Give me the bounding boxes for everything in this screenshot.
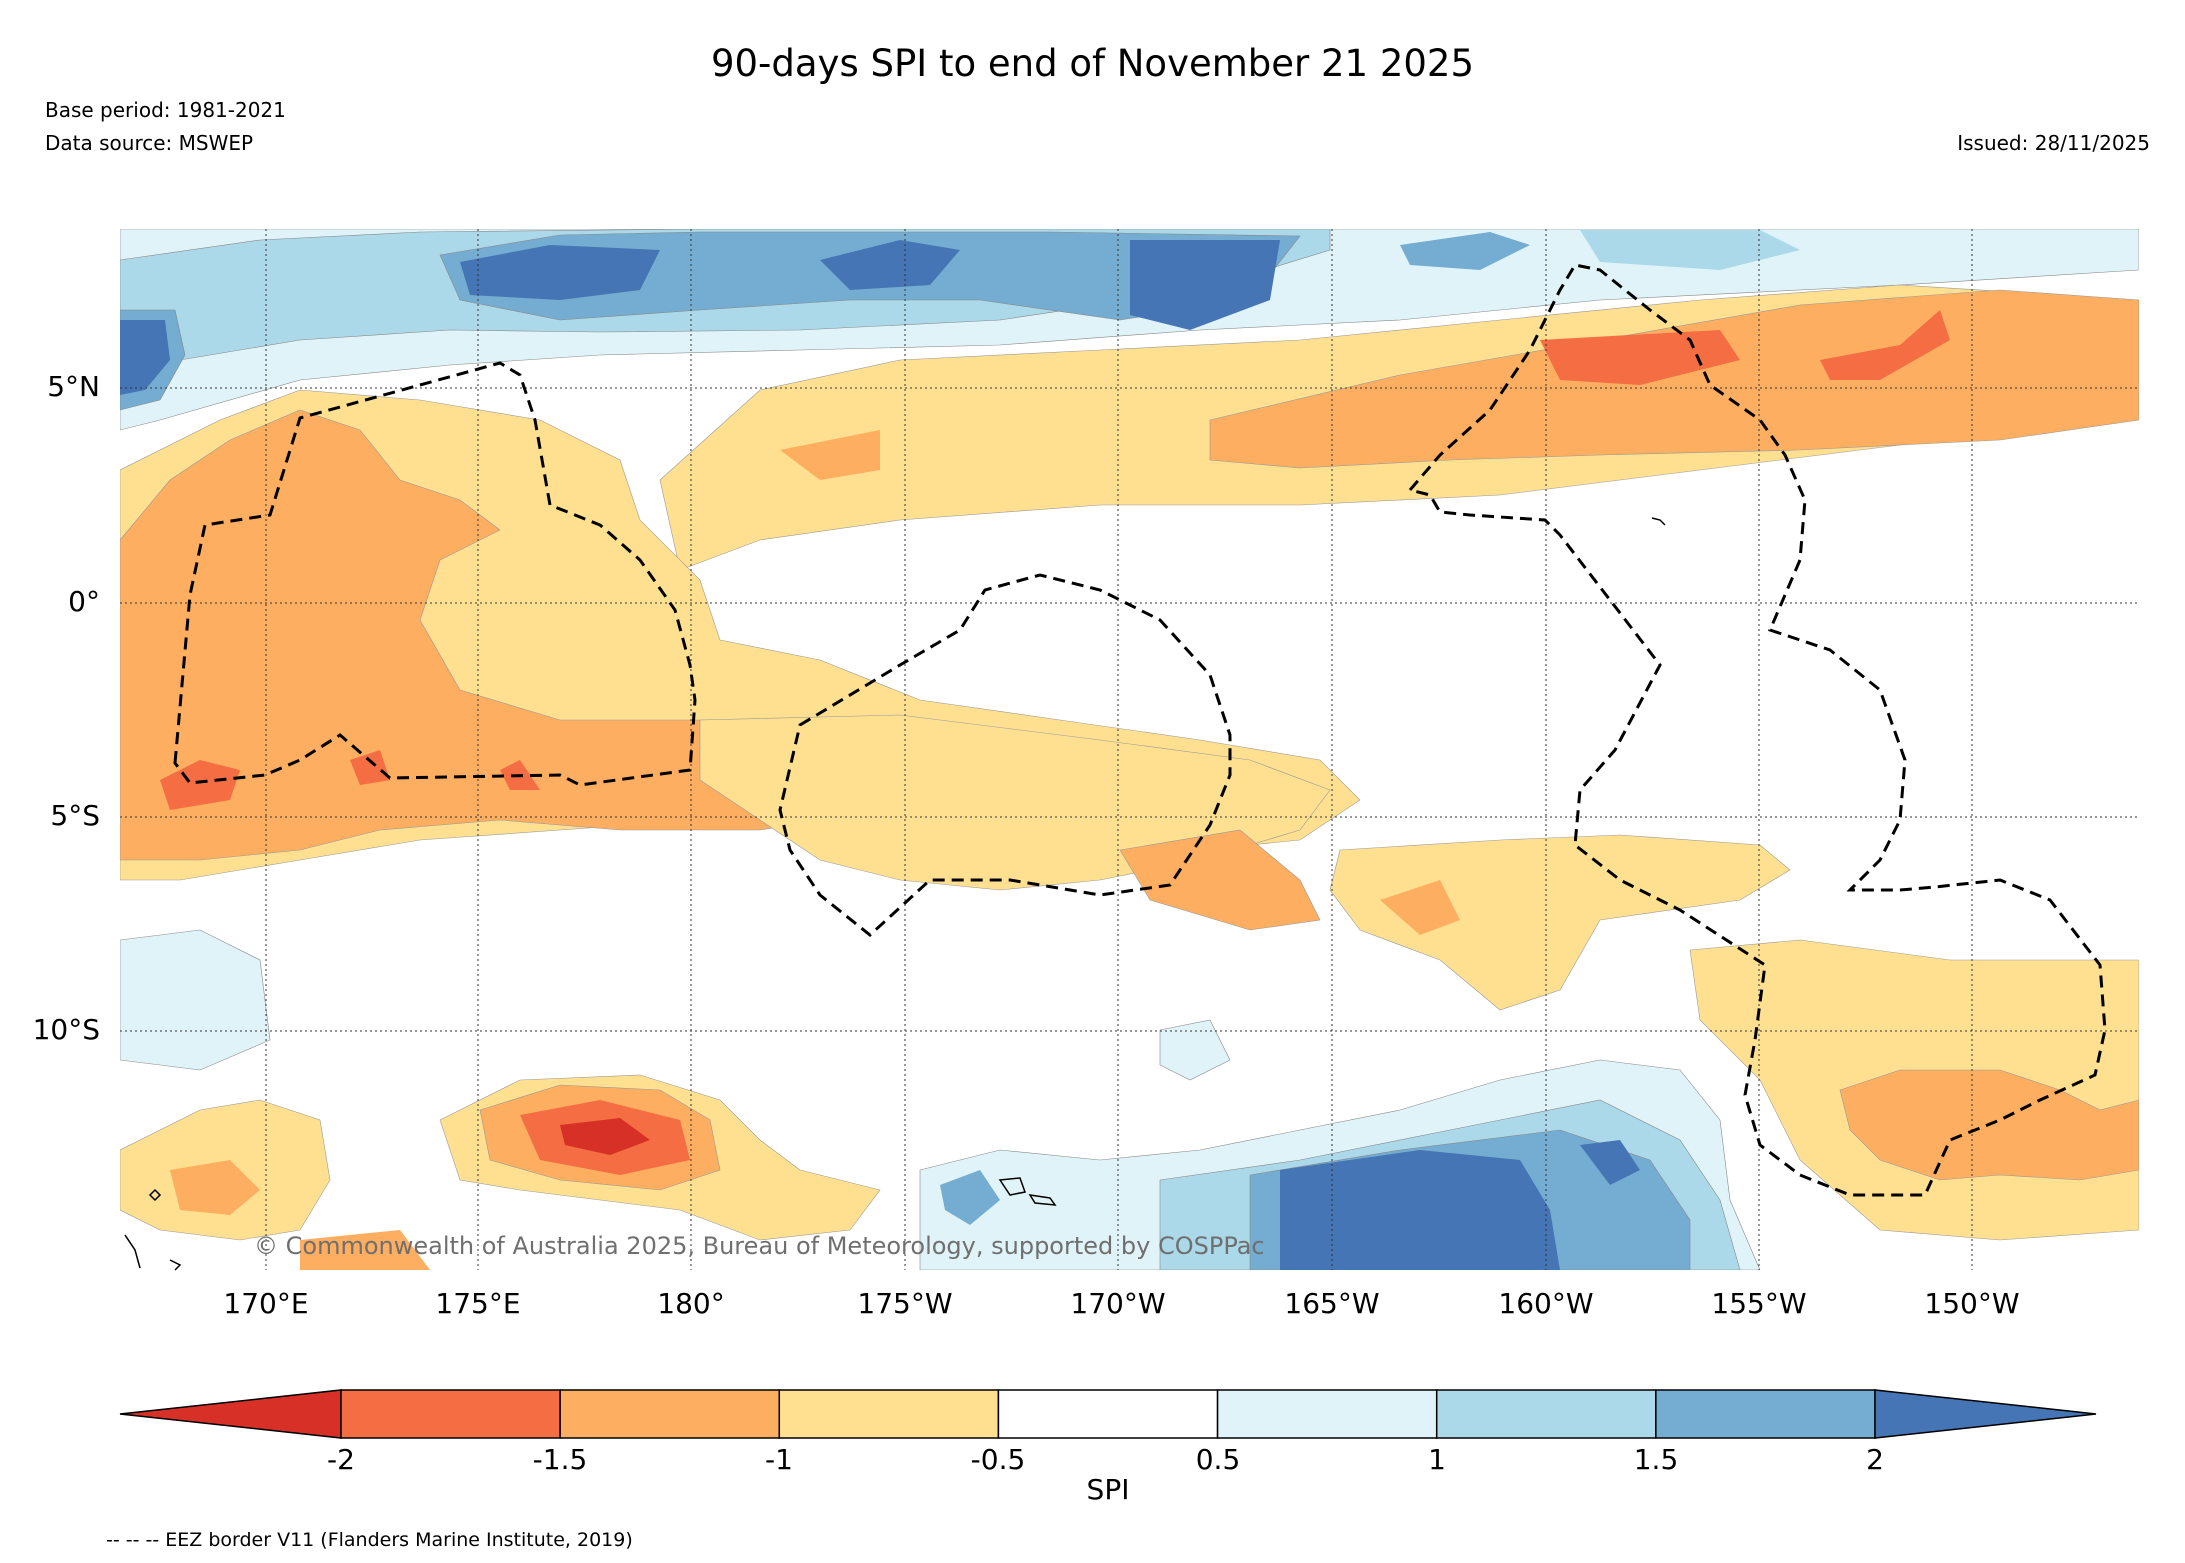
map-title: 90-days SPI to end of November 21 2025 [710,42,1475,85]
copyright-notice: © Commonwealth of Australia 2025, Bureau… [254,1232,1265,1260]
colorbar-label-2: 2 [1866,1443,1884,1476]
colorbar-segment [340,1389,561,1439]
spi-contours [120,229,2139,1270]
colorbar-title: SPI [1086,1473,1130,1506]
colorbar-segment [1216,1389,1438,1439]
lon-label-160w: 160°W [1498,1287,1594,1320]
spi-colorbar [119,1389,2097,1439]
lon-label-175w: 175°W [857,1287,953,1320]
lon-label-170e: 170°E [223,1287,309,1320]
colorbar-label-0-5: 0.5 [1195,1443,1241,1476]
eez-borders [173,263,2107,1197]
colorbar-label-neg0-5: -0.5 [970,1443,1026,1476]
colorbar-segment [1435,1389,1657,1439]
colorbar-segment [997,1389,1219,1439]
base-period: Base period: 1981-2021 [45,98,286,122]
issued-date: Issued: 28/11/2025 [1957,131,2150,155]
colorbar-label-neg1-5: -1.5 [532,1443,588,1476]
lon-label-180: 180° [657,1287,725,1320]
graticule [120,229,2139,1270]
lon-label-170w: 170°W [1070,1287,1166,1320]
lat-label-0: 0° [68,585,100,618]
colorbar-extend-high [1874,1389,2097,1439]
eez-footnote: -- -- -- EEZ border V11 (Flanders Marine… [106,1529,633,1551]
lat-label-5n: 5°N [47,370,100,403]
colorbar-label-neg1: -1 [765,1443,793,1476]
lon-label-150w: 150°W [1924,1287,2020,1320]
colorbar-label-1-5: 1.5 [1633,1443,1679,1476]
colorbar-segment [778,1389,1000,1439]
lon-label-175e: 175°E [435,1287,521,1320]
lat-label-5s: 5°S [50,799,100,832]
colorbar-label-1: 1 [1428,1443,1446,1476]
colorbar-segment [1655,1389,1876,1439]
colorbar-extend-low [119,1389,342,1439]
lon-label-155w: 155°W [1711,1287,1807,1320]
lon-label-165w: 165°W [1284,1287,1380,1320]
data-source: Data source: MSWEP [45,131,254,155]
colorbar-label-neg2: -2 [327,1443,355,1476]
lat-label-10s: 10°S [32,1013,100,1046]
islands [124,517,1666,1271]
colorbar-segment [559,1389,781,1439]
